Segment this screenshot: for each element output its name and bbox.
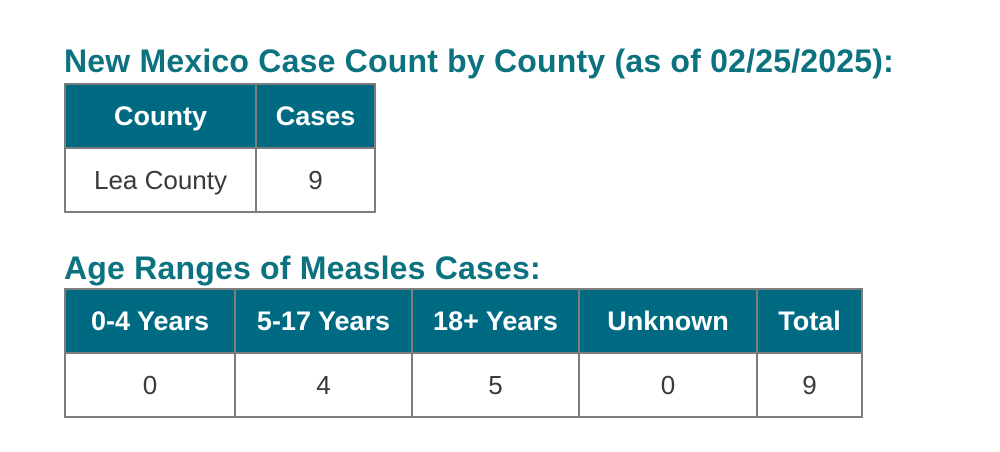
age-section-title: Age Ranges of Measles Cases: [64,250,541,286]
table-cell: 0 [64,352,236,418]
county-case-table: County Cases Lea County 9 [64,83,376,213]
column-header-cases: Cases [255,83,376,149]
table-cell: 5 [411,352,580,418]
table-row: 0 4 5 0 9 [64,352,863,418]
table-header-row: 0-4 Years 5-17 Years 18+ Years Unknown T… [64,288,863,354]
county-section-title: New Mexico Case Count by County (as of 0… [64,43,894,79]
column-header-total: Total [756,288,863,354]
table-header-row: County Cases [64,83,376,149]
age-range-table: 0-4 Years 5-17 Years 18+ Years Unknown T… [64,288,863,418]
column-header-unknown: Unknown [578,288,758,354]
column-header-0-4-years: 0-4 Years [64,288,236,354]
table-cell: 0 [578,352,758,418]
table-cell: 4 [234,352,413,418]
column-header-county: County [64,83,257,149]
table-cell: 9 [756,352,863,418]
cut-off-text-line [64,0,784,6]
table-row: Lea County 9 [64,147,376,213]
table-cell: 9 [255,147,376,213]
column-header-18-plus-years: 18+ Years [411,288,580,354]
table-cell: Lea County [64,147,257,213]
column-header-5-17-years: 5-17 Years [234,288,413,354]
